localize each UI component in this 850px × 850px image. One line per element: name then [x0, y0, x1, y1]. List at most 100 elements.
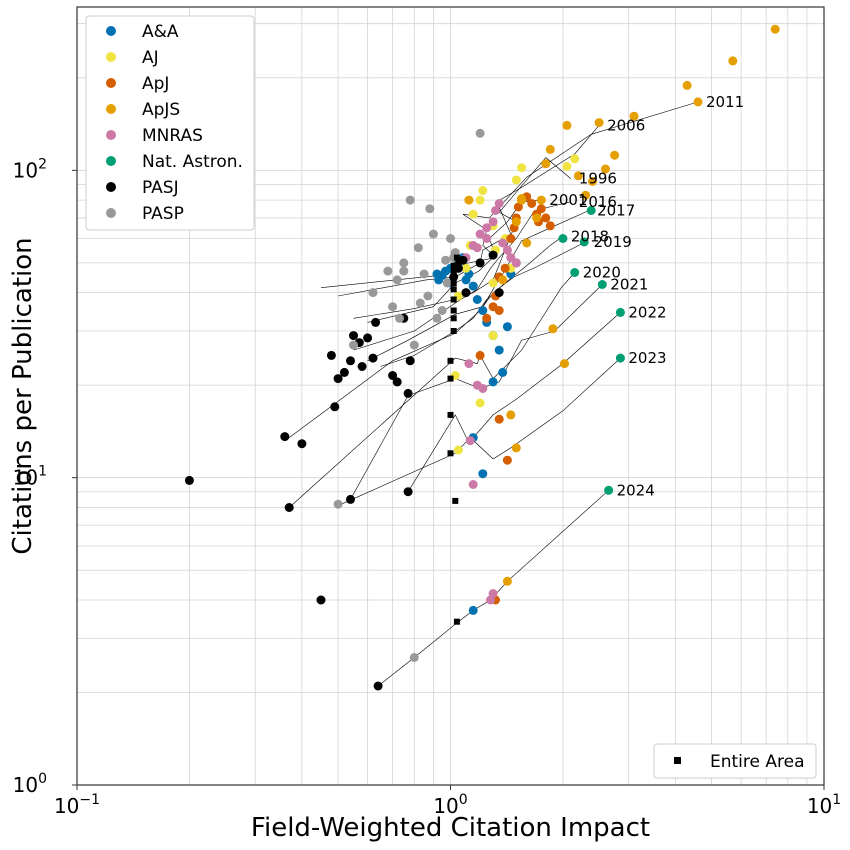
legend-marker-nat-astron	[106, 156, 116, 166]
point-pasj	[297, 439, 307, 449]
point-pasj	[461, 288, 471, 298]
point-mnras	[464, 359, 474, 369]
point-apjs	[541, 159, 551, 169]
point-apjs	[770, 24, 780, 34]
point-pasj	[284, 503, 294, 512]
year-label-2017: 2017	[597, 202, 635, 220]
point-pasj	[494, 288, 504, 298]
year-label-2018: 2018	[571, 227, 609, 245]
point-pasp	[475, 128, 485, 138]
year-label-2022: 2022	[628, 303, 666, 321]
point-mnras	[502, 245, 512, 255]
point-aj	[517, 163, 527, 173]
legend-label-entire-area: Entire Area	[710, 752, 805, 772]
point-pasj	[403, 487, 413, 497]
point-mnras	[488, 217, 498, 227]
series-apj	[475, 192, 555, 605]
point-mnras	[488, 589, 498, 598]
point-apjs	[581, 190, 591, 200]
point-pasp	[442, 278, 452, 288]
point-entire-area	[455, 259, 462, 266]
series-nat-astron	[558, 206, 625, 495]
point-apj	[506, 234, 516, 243]
point-apjs	[610, 150, 620, 160]
point-pasp	[423, 291, 433, 301]
year-label-2023: 2023	[628, 349, 666, 367]
point-pasj	[330, 402, 340, 412]
point-apjs	[682, 80, 692, 90]
point-apjs	[506, 410, 516, 420]
year-line-2020	[288, 272, 575, 508]
point-a-a	[468, 605, 478, 615]
point-entire-area	[450, 273, 457, 280]
point-apjs	[464, 195, 474, 205]
legend-label-apj: ApJ	[142, 74, 169, 94]
legend-marker-a-a	[106, 26, 116, 36]
point-mnras	[468, 480, 478, 489]
point-pasj	[488, 250, 498, 260]
x-tick-label: 10−1	[54, 792, 100, 818]
point-pasp	[409, 653, 419, 662]
point-pasp	[441, 255, 451, 265]
point-mnras	[478, 384, 488, 393]
point-apjs	[502, 576, 512, 586]
point-pasj	[333, 374, 343, 384]
point-nat-astron	[604, 485, 614, 495]
point-pasj	[373, 681, 383, 691]
legend-label-pasj: PASJ	[142, 178, 179, 198]
point-pasj	[316, 595, 326, 605]
point-pasp	[399, 266, 409, 276]
point-pasp	[419, 269, 429, 279]
legend-label-a-a: A&A	[142, 22, 179, 42]
point-entire-area	[450, 268, 457, 275]
point-pasp	[399, 258, 409, 268]
point-apj	[527, 199, 537, 208]
point-pasp	[432, 313, 442, 323]
point-pasj	[368, 353, 378, 363]
point-aj	[453, 445, 463, 455]
point-nat-astron	[570, 268, 580, 277]
point-pasj	[363, 333, 373, 343]
point-aj	[488, 278, 498, 288]
point-pasp	[333, 499, 343, 509]
point-apj	[545, 221, 555, 231]
point-entire-area	[450, 262, 457, 269]
legend-marker-mnras	[106, 130, 116, 140]
year-label-2024: 2024	[617, 481, 655, 499]
legend-label-apjs: ApJS	[142, 100, 180, 120]
point-pasp	[388, 302, 398, 312]
year-label-2001: 2001	[549, 191, 587, 209]
point-apjs	[545, 144, 555, 154]
point-mnras	[475, 229, 485, 239]
year-line-2017	[367, 210, 590, 362]
point-pasp	[368, 288, 378, 298]
x-tick-label: 101	[807, 792, 841, 818]
point-mnras	[482, 234, 492, 243]
point-apjs	[532, 213, 542, 223]
legend-label-nat-astron: Nat. Astron.	[142, 152, 243, 172]
year-label-2020: 2020	[583, 264, 621, 282]
point-entire-area	[453, 618, 460, 625]
x-axis-title: Field-Weighted Citation Impact	[251, 813, 650, 843]
point-nat-astron	[558, 234, 568, 243]
point-mnras	[472, 243, 482, 253]
grid	[77, 7, 824, 785]
point-apjs	[548, 324, 558, 334]
point-apj	[513, 202, 523, 212]
point-pasj	[346, 494, 355, 504]
point-entire-area	[450, 315, 457, 322]
point-pasj	[405, 356, 415, 366]
point-nat-astron	[615, 307, 625, 317]
point-pasj	[280, 432, 290, 442]
point-apjs	[511, 443, 521, 453]
point-pasj	[392, 377, 402, 387]
point-entire-area	[447, 411, 454, 418]
legend: A&A AJ ApJ ApJS MNRAS Nat. Astron. PASJ PASP	[85, 15, 255, 231]
point-entire-area	[450, 296, 457, 303]
year-label-2019: 2019	[594, 233, 632, 251]
point-apjs	[728, 56, 738, 66]
point-aj	[562, 161, 572, 171]
